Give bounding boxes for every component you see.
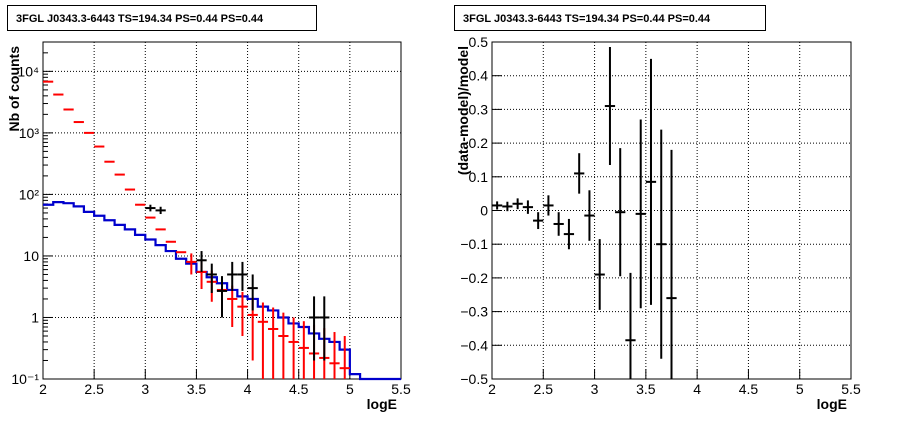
left-x-tick-label: 5 bbox=[346, 381, 354, 397]
left-y-tick-label: 1 bbox=[31, 309, 39, 325]
left-y-tick-label: 10 bbox=[23, 248, 39, 264]
right-x-tick-label: 5 bbox=[796, 381, 804, 397]
right-x-tick-label: 2.5 bbox=[534, 381, 554, 397]
right-y-axis-label: (data-model)/model bbox=[455, 46, 471, 175]
left-plot-title: 3FGL J0343.3-6443 TS=194.34 PS=0.44 PS=0… bbox=[7, 5, 317, 31]
left-y-tick-label: 10² bbox=[19, 186, 40, 202]
left-x-tick-label: 3 bbox=[141, 381, 149, 397]
right-x-tick-label: 3 bbox=[591, 381, 599, 397]
right-plot-area: 2 2.5 3 3.5 4 4.5 5 5.5 −0.5 −0.4 −0.3 −0.2 −0.1 0 0.1… bbox=[455, 34, 861, 412]
left-x-tick-label: 2.5 bbox=[84, 381, 104, 397]
right-x-tick-label: 3.5 bbox=[636, 381, 656, 397]
left-y-tick-label: 10⁻¹ bbox=[11, 371, 39, 387]
right-y-tick-label: 0.1 bbox=[469, 169, 489, 185]
left-y-tick-label: 10⁴ bbox=[17, 63, 39, 79]
right-y-tick-label: 0.3 bbox=[469, 101, 489, 117]
right-y-tick-label: 0.5 bbox=[469, 34, 489, 50]
right-x-tick-label: 4 bbox=[693, 381, 701, 397]
left-x-tick-label: 4 bbox=[244, 381, 252, 397]
background-model-step-line bbox=[43, 201, 401, 381]
right-y-tick-label: −0.5 bbox=[460, 371, 488, 387]
left-x-tick-label: 4.5 bbox=[289, 381, 309, 397]
right-y-tick-label: 0.2 bbox=[469, 135, 489, 151]
right-x-axis-label: logE bbox=[817, 396, 847, 412]
right-x-tick-label: 5.5 bbox=[841, 381, 861, 397]
right-y-tick-label: 0 bbox=[480, 203, 488, 219]
right-y-tick-label: 0.4 bbox=[469, 68, 489, 84]
right-plot-title: 3FGL J0343.3-6443 TS=194.34 PS=0.44 PS=0… bbox=[454, 5, 766, 31]
right-y-tick-label: −0.4 bbox=[460, 337, 488, 353]
right-y-tick-label: −0.2 bbox=[460, 270, 488, 286]
left-x-axis-label: logE bbox=[367, 396, 397, 412]
right-y-tick-label: −0.3 bbox=[460, 304, 488, 320]
right-x-tick-label: 2 bbox=[488, 381, 496, 397]
left-x-tick-label: 2 bbox=[39, 381, 47, 397]
left-plot-frame bbox=[42, 41, 402, 380]
left-plot-background bbox=[43, 42, 401, 379]
left-x-tick-label: 3.5 bbox=[187, 381, 207, 397]
left-x-tick-label: 5.5 bbox=[391, 381, 411, 397]
left-y-axis-label: Nb of counts bbox=[6, 46, 22, 132]
left-y-tick-label: 10³ bbox=[19, 125, 40, 141]
left-plot-area: 2 2.5 3 3.5 4 4.5 5 5.5 10⁻¹ 1 10 10² 10³ 10⁴ logE Nb o… bbox=[6, 41, 411, 412]
right-y-tick-label: −0.1 bbox=[460, 236, 488, 252]
right-x-tick-label: 4.5 bbox=[739, 381, 759, 397]
